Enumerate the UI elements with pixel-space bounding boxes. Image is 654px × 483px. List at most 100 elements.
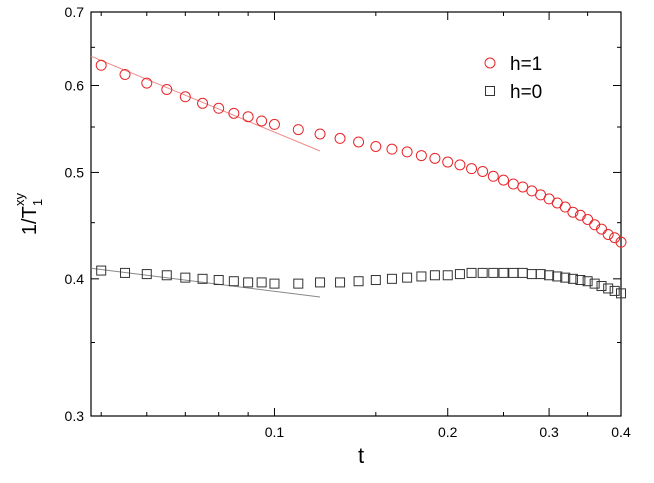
square-marker [353, 276, 364, 287]
y-label-base: 1/T [19, 206, 41, 235]
fit-line [90, 267, 321, 298]
plot-frame [90, 11, 622, 417]
square-marker [454, 269, 465, 280]
square-marker [213, 275, 224, 286]
circle-marker [596, 223, 608, 235]
circle-marker [268, 118, 280, 130]
circle-marker [507, 178, 519, 190]
circle-marker [442, 156, 454, 168]
circle-marker [484, 57, 496, 69]
square-marker [120, 267, 131, 278]
square-marker [508, 267, 519, 278]
circle-marker [386, 143, 398, 155]
square-marker [616, 288, 626, 299]
circle-marker [429, 152, 441, 164]
circle-marker [353, 136, 365, 148]
square-marker [575, 275, 586, 286]
circle-marker [119, 69, 131, 81]
circle-marker [314, 128, 326, 140]
y-label-sup: xy [12, 192, 27, 206]
y-tick-label: 0.7 [65, 4, 85, 20]
square-marker [526, 269, 537, 280]
circle-marker [477, 165, 489, 177]
legend-box [459, 44, 611, 108]
square-marker [535, 269, 546, 280]
circle-marker [213, 102, 225, 114]
x-tick-label: 0.2 [438, 424, 458, 440]
square-marker [582, 276, 593, 287]
circle-marker [401, 146, 413, 158]
legend-label: h=1 [510, 54, 542, 75]
square-marker [335, 277, 346, 288]
circle-marker [228, 107, 240, 119]
square-marker [466, 267, 477, 278]
x-axis-label: t [358, 443, 364, 468]
square-marker [161, 270, 172, 281]
square-marker [429, 270, 440, 281]
circle-marker [454, 159, 466, 171]
square-marker [269, 278, 280, 289]
circle-marker [567, 206, 579, 218]
circle-marker [498, 174, 510, 186]
square-marker [442, 270, 453, 281]
square-marker [544, 270, 555, 281]
circle-marker [242, 111, 254, 123]
circle-marker [487, 170, 499, 182]
square-marker [228, 276, 239, 287]
y-tick-label: 0.3 [65, 408, 85, 424]
square-marker [96, 265, 107, 276]
circle-marker [95, 59, 107, 71]
x-tick-label: 0.4 [611, 424, 631, 440]
circle-marker [161, 83, 173, 95]
circle-marker [615, 236, 627, 248]
square-marker [589, 278, 600, 289]
y-label-sub: 1 [30, 199, 45, 206]
square-marker [386, 273, 397, 284]
legend-label: h=0 [510, 82, 542, 103]
y-tick-label: 0.4 [65, 271, 85, 287]
x-tick-label: 0.1 [265, 424, 285, 440]
square-marker [370, 275, 381, 286]
y-axis-label: 1/T1xy [12, 192, 45, 235]
square-marker [197, 273, 208, 284]
circle-marker [256, 115, 268, 127]
circle-marker [466, 163, 478, 175]
square-marker [596, 281, 607, 292]
fit-line [90, 55, 321, 152]
square-marker [603, 283, 614, 294]
square-marker [488, 267, 499, 278]
square-marker [293, 278, 304, 289]
x-tick-label: 0.3 [539, 424, 559, 440]
y-tick-label: 0.5 [65, 164, 85, 180]
circle-marker [602, 228, 614, 240]
square-marker [256, 277, 267, 288]
square-marker [552, 271, 563, 282]
y-tick-label: 0.6 [65, 78, 85, 94]
square-marker [180, 272, 191, 283]
circle-marker [551, 197, 563, 209]
circle-marker [179, 91, 191, 103]
square-marker [416, 271, 427, 282]
circle-marker [582, 214, 594, 226]
circle-marker [141, 77, 153, 89]
square-marker [498, 267, 509, 278]
square-marker [517, 267, 528, 278]
square-marker [243, 277, 254, 288]
circle-marker [517, 181, 529, 193]
circle-marker [334, 132, 346, 144]
circle-marker [370, 140, 382, 152]
square-marker [402, 272, 413, 283]
square-marker [567, 273, 578, 284]
square-marker [477, 267, 488, 278]
square-marker [315, 277, 326, 288]
square-marker [485, 86, 495, 96]
circle-marker [415, 150, 427, 162]
circle-marker [197, 97, 209, 109]
square-marker [141, 269, 152, 280]
circle-marker [559, 201, 571, 213]
square-marker [560, 272, 571, 283]
square-marker [609, 285, 620, 296]
circle-marker [292, 124, 304, 136]
